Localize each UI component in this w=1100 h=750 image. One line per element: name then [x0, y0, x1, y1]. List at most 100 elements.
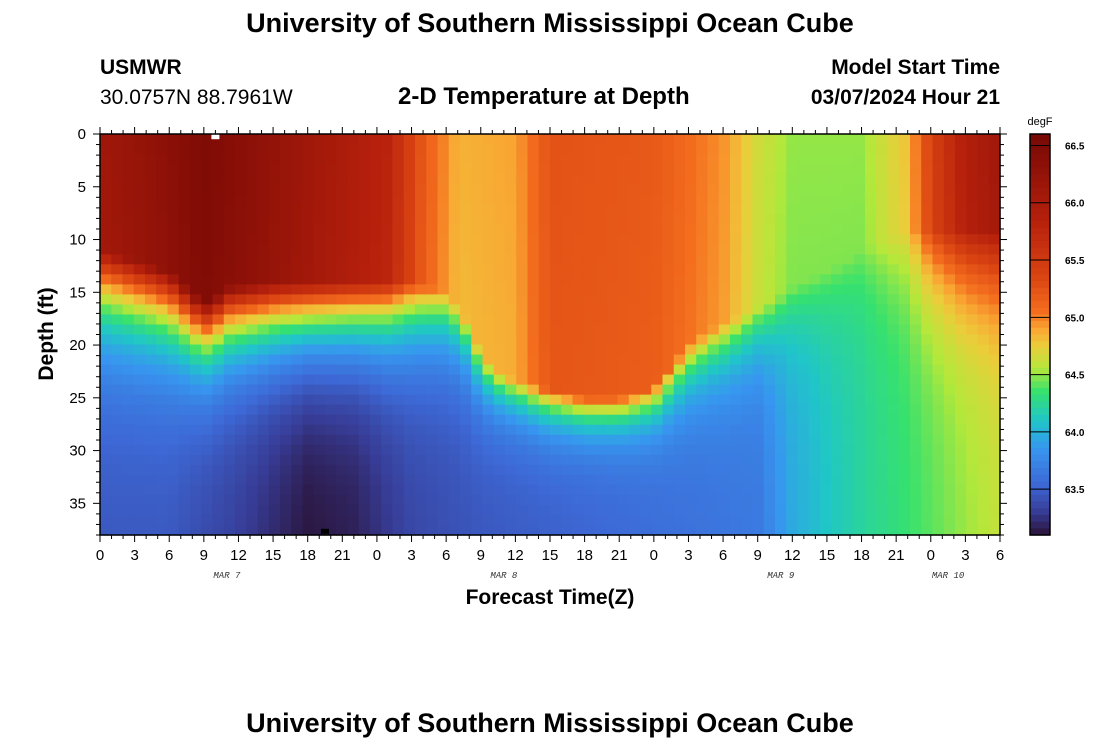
heatmap-cell [100, 454, 112, 466]
heatmap-cell [538, 404, 551, 416]
heatmap-cell [505, 324, 517, 336]
heatmap-cell [595, 384, 607, 396]
colorbar-swatch [1030, 401, 1050, 409]
heatmap-cell [527, 204, 540, 215]
heatmap-cell [133, 294, 146, 306]
heatmap-cell [347, 274, 360, 285]
heatmap-cell [977, 324, 990, 336]
heatmap-cell [516, 254, 529, 265]
heatmap-cell [527, 164, 540, 175]
heatmap-cell [617, 304, 630, 316]
heatmap-cell [358, 274, 371, 285]
heatmap-cell [876, 294, 889, 306]
heatmap-cell [887, 394, 900, 406]
heatmap-cell [583, 294, 596, 306]
heatmap-cell [460, 504, 472, 516]
heatmap-cell [718, 194, 731, 205]
colorbar-swatch [1030, 140, 1050, 148]
heatmap-cell [426, 164, 439, 175]
heatmap-cell [797, 374, 810, 386]
heatmap-cell [786, 354, 799, 366]
heatmap-cell [415, 424, 427, 436]
heatmap-cell [673, 184, 686, 195]
heatmap-cell [235, 184, 247, 195]
heatmap-cell [595, 134, 607, 145]
heatmap-cell [572, 444, 585, 456]
heatmap-cell [291, 144, 304, 155]
heatmap-cell [775, 234, 787, 245]
heatmap-cell [370, 414, 382, 426]
heatmap-cell [955, 434, 967, 446]
heatmap-cell [820, 384, 832, 396]
heatmap-cell [403, 364, 416, 376]
colorbar-tick-label: 64.0 [1065, 428, 1085, 439]
heatmap-cell [336, 384, 349, 396]
heatmap-cell [786, 154, 799, 165]
heatmap-cell [730, 454, 742, 466]
heatmap-cell [640, 474, 652, 486]
heatmap-cell [122, 204, 135, 215]
heatmap-cell [145, 174, 157, 185]
heatmap-cell [887, 244, 900, 255]
heatmap-cell [797, 434, 810, 446]
heatmap-cell [403, 314, 416, 326]
heatmap-cell [448, 434, 461, 446]
heatmap-cell [763, 424, 776, 436]
heatmap-cell [853, 384, 866, 396]
heatmap-cell [325, 494, 337, 506]
heatmap-cell [268, 274, 281, 285]
heatmap-cell [280, 374, 292, 386]
heatmap-cell [887, 224, 900, 235]
y-tick-label: 15 [69, 284, 86, 301]
heatmap-cell [313, 444, 326, 456]
heatmap-cell [561, 434, 574, 446]
heatmap-cell [246, 224, 259, 235]
heatmap-cell [966, 324, 979, 336]
heatmap-cell [538, 294, 551, 306]
heatmap-cell [561, 404, 574, 416]
heatmap-cell [786, 134, 799, 145]
colorbar-swatch [1030, 501, 1050, 509]
heatmap-cell [685, 394, 697, 406]
heatmap-cell [898, 134, 911, 145]
heatmap-cell [471, 234, 484, 245]
heatmap-cell [876, 274, 889, 285]
heatmap-cell [988, 304, 1001, 316]
heatmap-cell [493, 404, 506, 416]
heatmap-cell [122, 474, 135, 486]
heatmap-cell [471, 184, 484, 195]
heatmap-cell [415, 494, 427, 506]
heatmap-cell [505, 454, 517, 466]
heatmap-cell [437, 404, 450, 416]
heatmap-cell [516, 504, 529, 516]
x-tick-label: 12 [230, 547, 247, 564]
heatmap-cell [966, 494, 979, 506]
heatmap-cell [651, 224, 664, 235]
heatmap-cell [246, 504, 259, 516]
heatmap-cell [246, 184, 259, 195]
heatmap-cell [111, 324, 124, 336]
heatmap-cell [775, 134, 787, 145]
heatmap-cell [808, 494, 821, 506]
heatmap-cell [178, 154, 191, 165]
heatmap-cell [775, 414, 787, 426]
heatmap-cell [943, 194, 956, 205]
heatmap-cell [595, 274, 607, 285]
heatmap-cell [426, 144, 439, 155]
heatmap-cell [707, 224, 720, 235]
colorbar-swatch [1030, 361, 1050, 369]
heatmap-cell [291, 164, 304, 175]
heatmap-cell [291, 234, 304, 245]
heatmap-cell [313, 304, 326, 316]
heatmap-cell [201, 394, 214, 406]
heatmap-cell [302, 274, 315, 285]
heatmap-cell [662, 184, 675, 195]
heatmap-cell [932, 164, 945, 175]
heatmap-cell [111, 354, 124, 366]
heatmap-cell [268, 504, 281, 516]
y-tick-label: 10 [69, 232, 86, 249]
heatmap-cell [921, 514, 934, 526]
heatmap-cell [257, 164, 270, 175]
heatmap-cell [932, 384, 945, 396]
heatmap-cell [572, 404, 585, 416]
